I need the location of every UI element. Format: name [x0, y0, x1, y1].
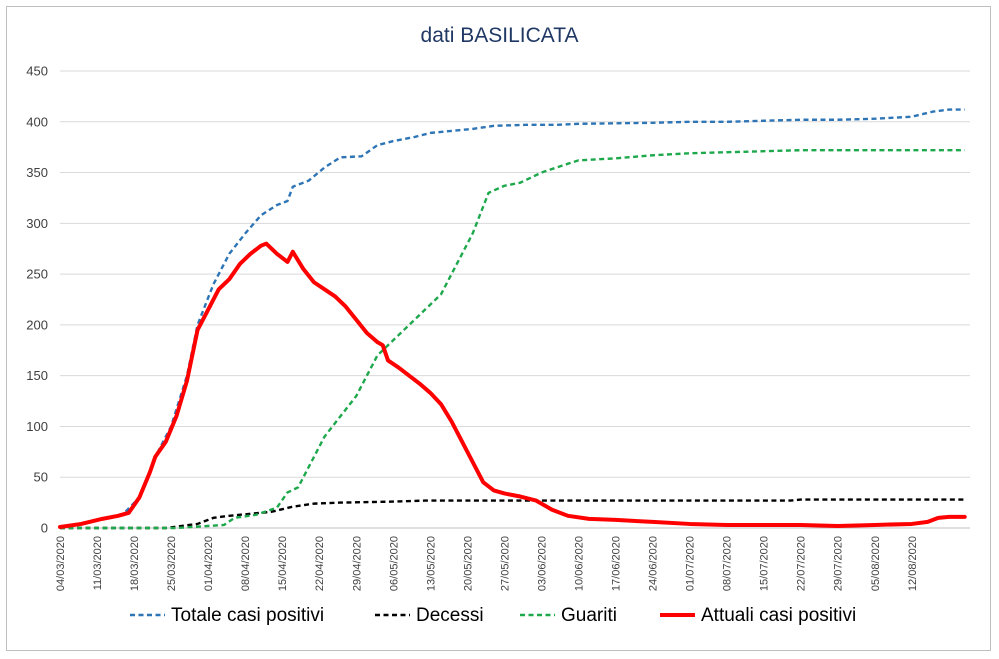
x-tick-label: 03/06/2020 [536, 536, 548, 591]
x-tick: 11/03/2020 [92, 536, 104, 590]
x-tick-label: 13/05/2020 [425, 536, 437, 591]
x-tick: 20/05/2020 [462, 536, 474, 591]
x-tick: 25/03/2020 [166, 536, 178, 591]
x-tick: 10/06/2020 [573, 536, 585, 591]
y-tick-label: 400 [26, 114, 48, 129]
x-tick: 17/06/2020 [611, 536, 623, 591]
legend-label: Attuali casi positivi [701, 605, 856, 626]
y-tick-label: 250 [26, 267, 48, 282]
x-tick-label: 20/05/2020 [462, 536, 474, 591]
x-tick-label: 29/07/2020 [833, 536, 845, 591]
x-tick-label: 27/05/2020 [499, 536, 511, 591]
x-tick: 29/04/2020 [351, 536, 363, 591]
x-tick-label: 29/04/2020 [351, 536, 363, 591]
x-tick: 22/04/2020 [314, 536, 326, 591]
y-tick-label: 350 [26, 165, 48, 180]
x-tick-label: 08/04/2020 [240, 536, 252, 591]
x-tick: 15/04/2020 [277, 536, 289, 591]
x-tick: 13/05/2020 [425, 536, 437, 591]
y-tick-label: 0 [41, 521, 48, 536]
x-tick: 27/05/2020 [499, 536, 511, 591]
x-tick: 22/07/2020 [796, 536, 808, 591]
x-tick: 24/06/2020 [648, 536, 660, 591]
x-tick-label: 04/03/2020 [55, 536, 67, 591]
legend-label: Guariti [561, 605, 617, 626]
x-tick-label: 18/03/2020 [129, 536, 141, 591]
y-tick-label: 50 [34, 470, 48, 485]
series-line-attuali-casi-positivi [58, 241, 967, 529]
x-tick: 08/07/2020 [722, 536, 734, 591]
x-tick-label: 05/08/2020 [870, 536, 882, 591]
y-tick-label: 300 [26, 216, 48, 231]
x-tick: 03/06/2020 [536, 536, 548, 591]
x-tick-labels: 04/03/2020 11/03/2020 18/03/2020 25/03/2020… [55, 536, 919, 591]
x-tick: 04/03/2020 [55, 536, 67, 591]
x-tick-label: 24/06/2020 [648, 536, 660, 591]
y-tick-label: 450 [26, 64, 48, 79]
legend-label: Decessi [416, 605, 484, 626]
legend: Totale casi positivi Decessi Guariti Attual… [130, 605, 856, 626]
y-tick-label: 100 [26, 419, 48, 434]
series-lines [58, 108, 967, 530]
x-tick-label: 11/03/2020 [92, 536, 104, 590]
x-tick-label: 10/06/2020 [573, 536, 585, 591]
y-tick-label: 200 [26, 317, 48, 332]
x-tick-label: 17/06/2020 [611, 536, 623, 591]
x-tick: 06/05/2020 [388, 536, 400, 591]
x-tick: 01/04/2020 [203, 536, 215, 591]
x-tick: 01/07/2020 [685, 536, 697, 591]
x-tick: 05/08/2020 [870, 536, 882, 591]
x-tick-label: 06/05/2020 [388, 536, 400, 591]
y-tick-labels: 0 50 100 150 200 250 300 350 400 450 [26, 64, 48, 536]
x-tick-label: 15/07/2020 [759, 536, 771, 591]
x-tick: 15/07/2020 [759, 536, 771, 591]
chart-title: dati BASILICATA [420, 24, 579, 47]
x-tick-label: 01/07/2020 [685, 536, 697, 591]
x-tick-label: 22/04/2020 [314, 536, 326, 591]
x-tick-label: 01/04/2020 [203, 536, 215, 591]
x-tick: 29/07/2020 [833, 536, 845, 591]
x-tick-label: 12/08/2020 [907, 536, 919, 591]
x-tick-label: 08/07/2020 [722, 536, 734, 591]
legend-label: Totale casi positivi [171, 605, 324, 626]
x-tick-label: 22/07/2020 [796, 536, 808, 591]
chart-frame [6, 6, 991, 651]
series-line-guariti [60, 149, 965, 530]
gridlines [60, 70, 970, 529]
x-tick: 08/04/2020 [240, 536, 252, 591]
x-tick: 12/08/2020 [907, 536, 919, 591]
x-tick: 18/03/2020 [129, 536, 141, 591]
y-tick-label: 150 [26, 368, 48, 383]
x-tick-label: 25/03/2020 [166, 536, 178, 591]
x-tick-label: 15/04/2020 [277, 536, 289, 591]
